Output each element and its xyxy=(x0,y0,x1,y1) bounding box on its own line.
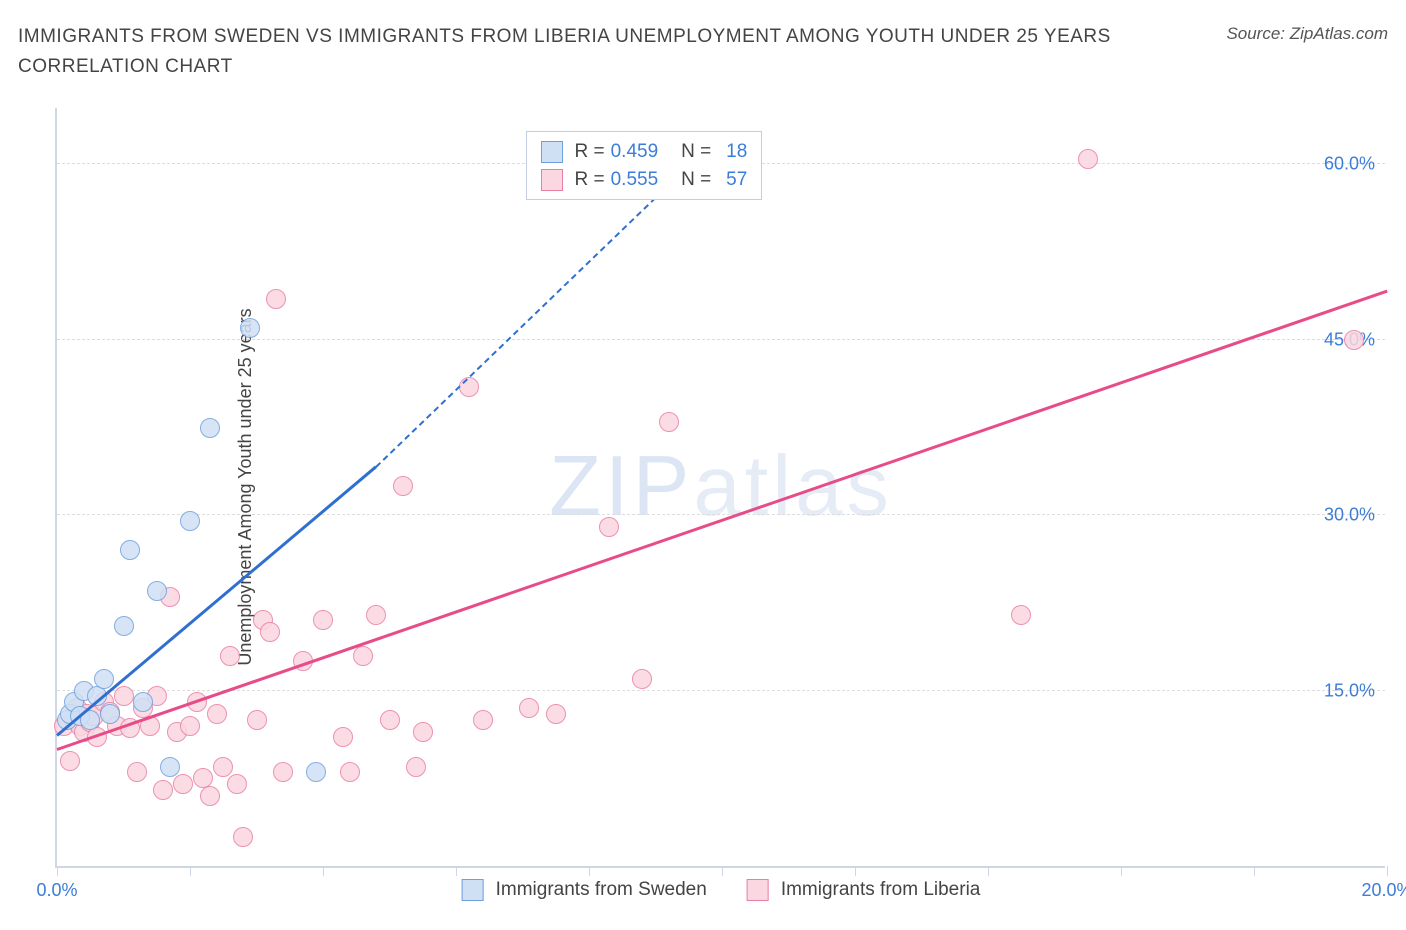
swatch-icon xyxy=(541,141,563,163)
gridline xyxy=(57,690,1385,691)
data-point xyxy=(200,418,220,438)
stat-r-value: 0.459 xyxy=(611,138,671,167)
x-tick-label: 20.0% xyxy=(1361,880,1406,901)
stats-row: R =0.459 N =18 xyxy=(541,138,748,167)
trendline xyxy=(57,290,1388,751)
y-tick-label: 30.0% xyxy=(1324,505,1375,526)
data-point xyxy=(473,710,493,730)
correlation-stats-box: R =0.459 N =18R =0.555 N =57 xyxy=(526,131,763,200)
data-point xyxy=(114,686,134,706)
data-point xyxy=(233,827,253,847)
x-tick xyxy=(855,866,856,876)
watermark-bold: ZIP xyxy=(549,439,693,534)
trendline-dashed xyxy=(375,198,656,468)
data-point xyxy=(1078,149,1098,169)
data-point xyxy=(60,751,80,771)
data-point xyxy=(340,762,360,782)
data-point xyxy=(180,511,200,531)
x-tick xyxy=(323,866,324,876)
chart-title: IMMIGRANTS FROM SWEDEN VS IMMIGRANTS FRO… xyxy=(18,22,1128,83)
data-point xyxy=(632,669,652,689)
data-point xyxy=(227,774,247,794)
data-point xyxy=(180,716,200,736)
x-tick xyxy=(57,866,58,876)
data-point xyxy=(353,646,373,666)
stat-n-label: N = xyxy=(681,138,711,167)
data-point xyxy=(393,476,413,496)
stat-n-value: 18 xyxy=(717,138,747,167)
stat-r-label: R = xyxy=(575,138,605,167)
x-tick xyxy=(722,866,723,876)
legend-item-sweden: Immigrants from Sweden xyxy=(462,879,707,901)
data-point xyxy=(160,757,180,777)
data-point xyxy=(599,517,619,537)
data-point xyxy=(213,757,233,777)
legend-label: Immigrants from Sweden xyxy=(496,879,707,901)
data-point xyxy=(519,698,539,718)
x-tick xyxy=(1387,866,1388,876)
y-axis-label: Unemployment Among Youth under 25 years xyxy=(235,308,256,665)
scatter-plot-area: Unemployment Among Youth under 25 years … xyxy=(55,108,1385,868)
data-point xyxy=(247,710,267,730)
data-point xyxy=(207,704,227,724)
y-tick-label: 15.0% xyxy=(1324,680,1375,701)
data-point xyxy=(114,616,134,636)
data-point xyxy=(313,610,333,630)
stat-r-label: R = xyxy=(575,166,605,195)
data-point xyxy=(546,704,566,724)
swatch-icon xyxy=(541,169,563,191)
data-point xyxy=(100,704,120,724)
x-tick xyxy=(589,866,590,876)
swatch-icon xyxy=(462,879,484,901)
x-tick xyxy=(190,866,191,876)
data-point xyxy=(659,412,679,432)
data-point xyxy=(380,710,400,730)
data-point xyxy=(200,786,220,806)
data-point xyxy=(406,757,426,777)
swatch-icon xyxy=(747,879,769,901)
data-point xyxy=(133,692,153,712)
stat-n-value: 57 xyxy=(717,166,747,195)
data-point xyxy=(260,622,280,642)
data-point xyxy=(240,318,260,338)
x-tick xyxy=(1254,866,1255,876)
stat-r-value: 0.555 xyxy=(611,166,671,195)
data-point xyxy=(1344,330,1364,350)
trendline xyxy=(56,466,377,737)
x-tick xyxy=(988,866,989,876)
stat-n-label: N = xyxy=(681,166,711,195)
x-tick xyxy=(456,866,457,876)
data-point xyxy=(120,540,140,560)
data-point xyxy=(306,762,326,782)
x-tick-label: 0.0% xyxy=(36,880,77,901)
legend-label: Immigrants from Liberia xyxy=(781,879,981,901)
data-point xyxy=(220,646,240,666)
data-point xyxy=(1011,605,1031,625)
data-point xyxy=(127,762,147,782)
legend-item-liberia: Immigrants from Liberia xyxy=(747,879,981,901)
data-point xyxy=(366,605,386,625)
data-point xyxy=(153,780,173,800)
data-point xyxy=(173,774,193,794)
source-label: Source: ZipAtlas.com xyxy=(1226,24,1388,44)
y-tick-label: 60.0% xyxy=(1324,154,1375,175)
data-point xyxy=(94,669,114,689)
gridline xyxy=(57,514,1385,515)
data-point xyxy=(147,581,167,601)
data-point xyxy=(273,762,293,782)
data-point xyxy=(266,289,286,309)
data-point xyxy=(333,727,353,747)
gridline xyxy=(57,339,1385,340)
x-tick xyxy=(1121,866,1122,876)
stats-row: R =0.555 N =57 xyxy=(541,166,748,195)
bottom-legend: Immigrants from Sweden Immigrants from L… xyxy=(462,879,981,901)
data-point xyxy=(413,722,433,742)
data-point xyxy=(459,377,479,397)
